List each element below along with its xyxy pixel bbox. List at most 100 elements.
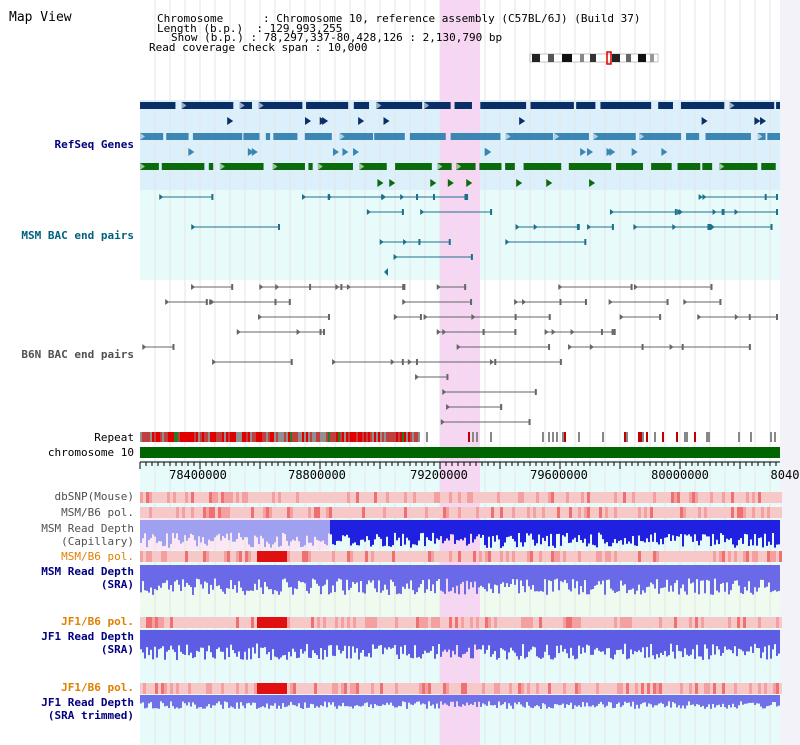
depth-bar [506,520,508,538]
polymorphism-cell [179,683,182,694]
right-margin [780,0,800,745]
dbsnp-label[interactable]: dbSNP(Mouse) [54,490,134,503]
repeat-segment [408,432,410,442]
bac-end [335,284,340,290]
polymorphism-cell [425,617,428,628]
polymorphism-cell [266,551,269,562]
depth-bar [364,695,366,704]
polymorphism-cell [656,617,659,628]
depth-bar [216,695,218,704]
repeat-segment [390,432,392,442]
polymorphism-cell [329,551,332,562]
polymorphism-cell [557,492,560,503]
depth-bar [382,565,384,591]
polymorphism-cell [743,492,746,503]
depth-bar [718,695,720,705]
polymorphism-cell [356,492,359,503]
depth-bar [744,695,746,704]
polymorphism-cell [356,507,359,518]
polymorphism-cell [341,551,344,562]
depth-bar [168,565,170,590]
bac-end [589,344,594,350]
polymorphism-cell [470,507,473,518]
depth-bar [336,520,338,541]
polymorphism-cell [728,551,731,562]
polymorphism-cell [293,683,296,694]
depth-bar [338,630,340,650]
depth-bar [628,520,630,542]
msm-b6-pol-label-1[interactable]: MSM/B6 pol. [61,506,134,519]
msm-read-depth-sra-label[interactable]: MSM Read Depth [41,565,134,578]
msm-bac-label[interactable]: MSM BAC end pairs [21,229,134,242]
depth-bar [312,695,314,705]
depth-bar [220,565,222,590]
depth-bar [412,520,414,545]
depth-bar [294,630,296,652]
refseq-genes-label[interactable]: RefSeq Genes [54,138,134,151]
jf1-b6-pol-label-1[interactable]: JF1/B6 pol. [61,615,134,628]
polymorphism-cell [644,492,647,503]
depth-bar [162,630,164,647]
gene-block [677,163,701,170]
gene-marker [516,179,523,187]
depth-bar [316,630,318,656]
polymorphism-cell [299,507,302,518]
depth-bar [454,565,456,594]
bac-end [666,299,669,305]
depth-bar [540,695,542,709]
depth-bar [286,695,288,707]
polymorphism-cell [152,507,155,518]
depth-bar [746,520,748,535]
jf1-b6-pol-label-2[interactable]: JF1/B6 pol. [61,681,134,694]
polymorphism-cell [683,551,686,562]
depth-bar [198,520,200,537]
depth-bar [202,630,204,648]
polymorphism-cell [323,492,326,503]
depth-bar [736,565,738,581]
polymorphism-cell [437,492,440,503]
polymorphism-cell [236,683,239,694]
depth-bar [600,695,602,702]
depth-bar [518,630,520,660]
depth-bar [448,565,450,592]
polymorphism-cell [668,507,671,518]
polymorphism-cell [644,617,647,628]
depth-bar [322,565,324,587]
depth-bar [732,520,734,545]
depth-bar [386,630,388,650]
depth-bar [666,630,668,657]
polymorphism-cell [287,617,290,628]
depth-bar [680,630,682,652]
polymorphism-cell [257,683,260,694]
b6n-bac-label[interactable]: B6N BAC end pairs [21,348,134,361]
depth-bar [288,565,290,588]
depth-bar [278,520,280,547]
jf1-read-depth-trim-label[interactable]: JF1 Read Depth [41,696,134,709]
depth-bar [268,630,270,652]
repeat-segment [564,432,566,442]
gene-block [530,102,574,109]
polymorphism-cell [581,507,584,518]
depth-bar [684,520,686,535]
repeat-segment [254,432,256,442]
polymorphism-cell [377,617,380,628]
polymorphism-cell [389,551,392,562]
depth-bar [270,630,272,660]
depth-bar [536,695,538,706]
depth-bar [332,630,334,656]
depth-bar [254,630,256,654]
msm-read-depth-cap-label[interactable]: MSM Read Depth [41,522,134,535]
polymorphism-cell [497,492,500,503]
jf1-read-depth-label[interactable]: JF1 Read Depth [41,630,134,643]
polymorphism-cell [188,683,191,694]
depth-bar [152,565,154,595]
polymorphism-cell [236,617,239,628]
depth-bar [280,520,282,546]
polymorphism-cell [158,492,161,503]
polymorphism-cell [416,617,419,628]
depth-bar [326,520,328,546]
msm-b6-pol-label-2[interactable]: MSM/B6 pol. [61,550,134,563]
polymorphism-cell [647,683,650,694]
depth-bar [778,520,780,545]
